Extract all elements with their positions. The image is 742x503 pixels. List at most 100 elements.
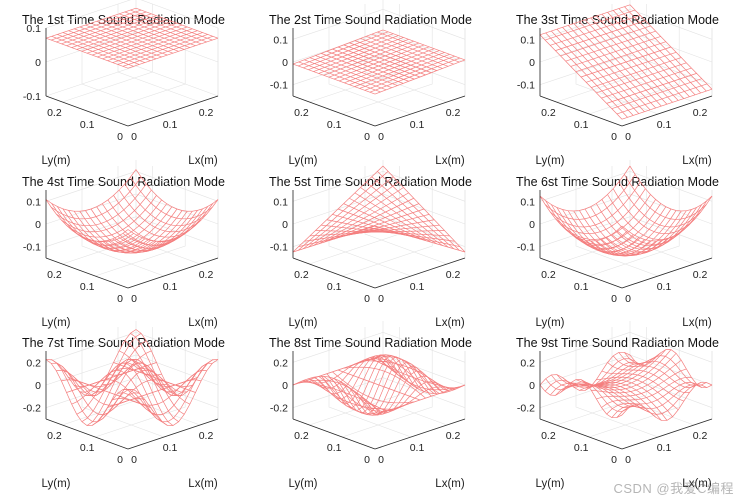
subplot-mode-2: The 2st Time Sound Radiation Mode 0 0.1 0.2… [247, 0, 494, 167]
mesh-line [66, 195, 157, 238]
mesh-line [50, 176, 142, 220]
mesh-line [130, 333, 213, 396]
mesh-line [101, 203, 185, 246]
subplot-mode-4: The 4st Time Sound Radiation Mode 0 0.1 0.2… [0, 160, 247, 329]
x-tick-label: 0 [378, 131, 384, 143]
y-tick-label: 0.1 [327, 442, 342, 454]
y-axis-label: Ly(m) [536, 478, 565, 490]
z-tick-label: 0.1 [520, 196, 535, 208]
z-tick-label: 0.1 [520, 34, 535, 46]
mesh-line [570, 36, 661, 67]
x-gridline [575, 178, 659, 277]
y-axis-label: Ly(m) [536, 317, 565, 329]
mesh-line [45, 169, 137, 212]
x-tick-label: 0.1 [410, 442, 425, 454]
subplot-mode-8: The 8st Time Sound Radiation Mode 0 0.1 0.2… [247, 321, 494, 490]
mesh-line [45, 329, 137, 396]
mesh-line [539, 195, 623, 242]
mesh-line [343, 44, 426, 76]
mesh-line [56, 183, 147, 227]
x-gridline [575, 16, 659, 115]
z-tick-label: -0.1 [23, 242, 41, 254]
mesh-line [313, 187, 404, 246]
mesh-line [81, 20, 172, 52]
mesh-line [343, 203, 426, 241]
mesh-line [601, 370, 685, 402]
surface-mesh [45, 329, 219, 426]
y-gridline [589, 339, 680, 438]
y-tick-label: 0.2 [541, 269, 556, 281]
mesh-line [56, 11, 147, 43]
mesh-line [61, 350, 152, 387]
x-gridline [117, 166, 201, 265]
y-tick-label: 0.2 [47, 430, 62, 442]
mesh-line [611, 204, 703, 250]
mesh-line [333, 356, 425, 414]
mesh-line [303, 176, 394, 250]
mesh-line [308, 35, 399, 70]
x-gridline [328, 339, 412, 438]
mesh-line [66, 15, 157, 47]
subplot-svg: The 3st Time Sound Radiation Mode00.10.2… [516, 0, 719, 167]
surface-mesh [539, 4, 713, 120]
z-tick-label: 0 [282, 380, 288, 392]
y-tick-label: 0.2 [541, 107, 556, 119]
subplot-svg: The 9st Time Sound Radiation Mode 0 0.1 0.2… [516, 321, 719, 490]
y-axis [539, 257, 623, 289]
mesh-line [349, 42, 432, 74]
mesh-line [135, 329, 219, 396]
subplot-title: The 6st Time Sound Radiation Mode [516, 175, 719, 189]
mesh-line [377, 31, 460, 63]
mesh-line [328, 203, 420, 241]
z-tick-label: 0.1 [273, 196, 288, 208]
mesh-line [45, 7, 137, 39]
subplot-svg: The 7st Time Sound Radiation Mode00.10.2… [22, 321, 225, 490]
y-tick-label: 0.1 [327, 281, 342, 293]
mesh-line [377, 356, 460, 391]
mesh-line [113, 15, 196, 47]
y-tick-label: 0.2 [47, 269, 62, 281]
x-axis-label: Lx(m) [188, 478, 218, 490]
x-axis-label: Lx(m) [682, 317, 712, 329]
y-gridline [342, 178, 433, 277]
y-axis [292, 418, 376, 450]
mesh-line [124, 183, 207, 227]
z-tick-label: -0.1 [23, 91, 41, 103]
mesh-line [360, 187, 443, 246]
y-gridline [309, 327, 400, 426]
mesh-line [377, 171, 460, 251]
y-axis-label: Ly(m) [42, 478, 71, 490]
mesh-line [323, 197, 414, 243]
y-tick-label: 0 [611, 293, 617, 305]
x-tick-label: 0 [131, 293, 137, 305]
x-axis-label: Lx(m) [188, 155, 218, 167]
x-tick-label: 0.1 [657, 442, 672, 454]
x-tick-label: 0 [131, 454, 137, 466]
y-axis [539, 418, 623, 450]
y-gridline [556, 166, 647, 265]
x-axis [127, 418, 219, 450]
mesh-line [292, 165, 384, 253]
y-tick-label: 0.1 [80, 281, 95, 293]
y-tick-label: 0.1 [574, 119, 589, 131]
mesh-line [303, 358, 394, 389]
y-axis [45, 257, 129, 289]
x-axis [374, 95, 466, 127]
x-tick-label: 0 [378, 454, 384, 466]
mesh-line [565, 199, 656, 245]
mesh-line [550, 15, 641, 46]
watermark: CSDN @我爱C编程 [613, 481, 734, 496]
mesh-line [86, 22, 178, 54]
mesh-line [590, 17, 673, 103]
surface-mesh [292, 29, 466, 95]
y-gridline [556, 4, 647, 103]
mesh-line [629, 4, 713, 90]
mesh-line [135, 7, 219, 39]
mesh-line [624, 174, 707, 220]
surface-mesh [45, 169, 219, 254]
mesh-line [565, 30, 656, 62]
mesh-line [107, 199, 191, 242]
mesh-line [303, 33, 394, 69]
x-gridline [328, 16, 412, 115]
